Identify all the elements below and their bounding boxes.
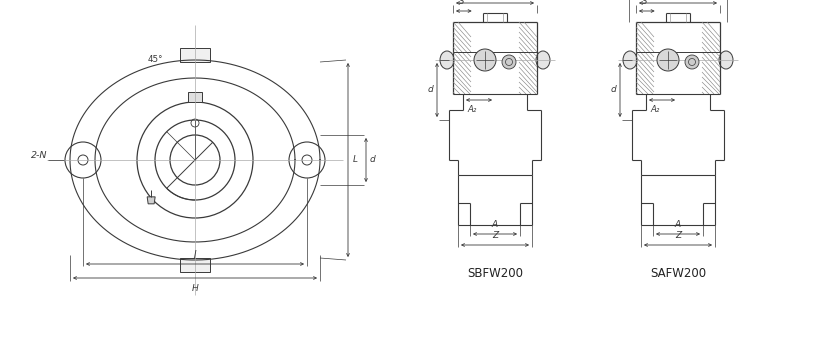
Circle shape: [685, 55, 699, 69]
Text: S: S: [641, 0, 647, 6]
Text: J: J: [193, 250, 197, 259]
Ellipse shape: [536, 51, 550, 69]
Text: d: d: [610, 86, 616, 95]
Text: d: d: [370, 155, 375, 165]
Text: L: L: [353, 155, 358, 165]
Bar: [188, 92, 202, 102]
Bar: [180, 258, 210, 272]
Ellipse shape: [440, 51, 454, 69]
Text: A: A: [492, 220, 498, 229]
Circle shape: [474, 49, 496, 71]
Text: A₂: A₂: [467, 105, 477, 114]
Text: A₂: A₂: [650, 105, 659, 114]
Text: 45°: 45°: [148, 55, 163, 64]
Circle shape: [657, 49, 679, 71]
Polygon shape: [147, 197, 155, 204]
Text: SAFW200: SAFW200: [650, 267, 706, 280]
Ellipse shape: [623, 51, 637, 69]
Circle shape: [502, 55, 516, 69]
Text: 2-N: 2-N: [30, 150, 47, 160]
Text: A: A: [675, 220, 681, 229]
Bar: [180, 48, 210, 62]
Ellipse shape: [719, 51, 733, 69]
Text: SBFW200: SBFW200: [467, 267, 523, 280]
Text: d: d: [428, 86, 433, 95]
Text: H: H: [192, 284, 198, 293]
Text: Z: Z: [675, 231, 681, 240]
Text: S: S: [459, 0, 464, 6]
Text: Z: Z: [492, 231, 498, 240]
